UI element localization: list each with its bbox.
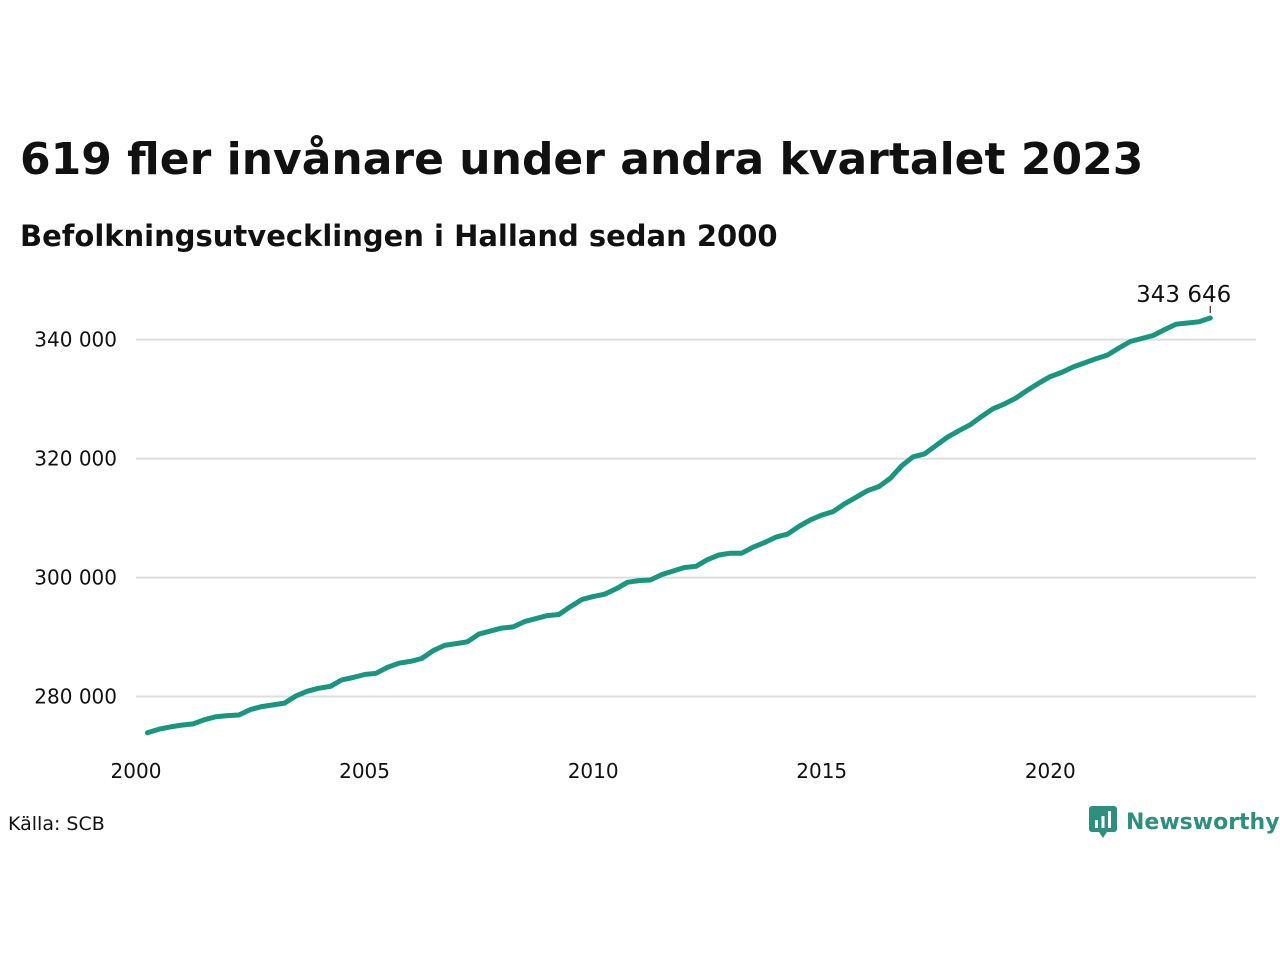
- chart-title: 619 fler invånare under andra kvartalet …: [20, 134, 1144, 185]
- y-tick-label: 300 000: [34, 566, 117, 590]
- x-tick-label: 2005: [339, 759, 390, 783]
- line-chart: 280 000 300 000 320 000 340 000 2000 2005 2010…: [34, 282, 1256, 783]
- chart-subtitle: Befolkningsutvecklingen i Halland sedan …: [20, 219, 778, 253]
- x-tick-label: 2020: [1025, 759, 1076, 783]
- end-value-label: 343 646: [1136, 282, 1231, 308]
- x-tick-label: 2000: [111, 759, 162, 783]
- newsworthy-logo-icon: [1089, 806, 1117, 838]
- y-tick-label: 320 000: [34, 447, 117, 471]
- brand-name: Newsworthy: [1126, 809, 1280, 835]
- series-line: [144, 315, 1213, 736]
- brand-logo[interactable]: Newsworthy: [1088, 802, 1280, 842]
- y-tick-label: 340 000: [34, 328, 117, 352]
- y-tick-label: 280 000: [34, 685, 117, 709]
- x-tick-label: 2010: [568, 759, 619, 783]
- source-note: Källa: SCB: [8, 813, 105, 835]
- x-tick-label: 2015: [796, 759, 847, 783]
